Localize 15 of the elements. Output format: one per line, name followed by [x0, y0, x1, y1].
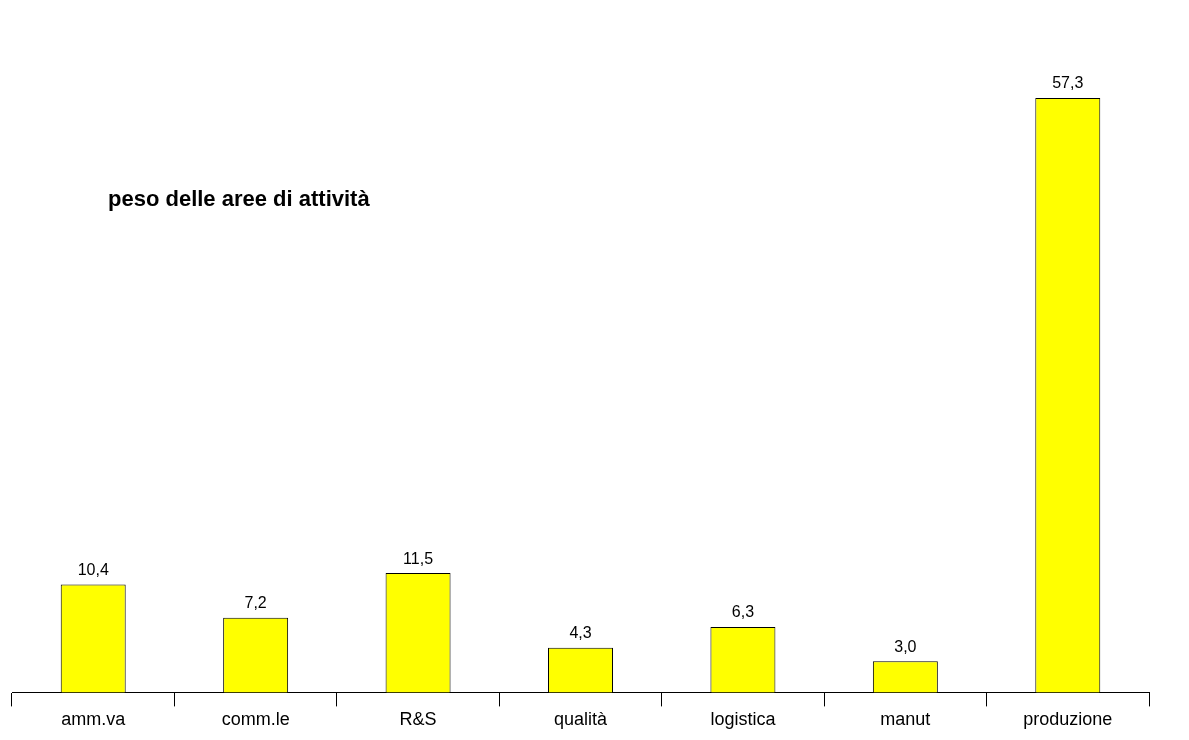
x-tick-label: produzione: [1023, 709, 1113, 730]
data-label: 3,0: [894, 637, 917, 655]
data-label: 6,3: [731, 603, 755, 621]
x-tick-label: comm.le: [221, 709, 290, 730]
data-label: 7,2: [244, 594, 267, 612]
x-tick-label: amm.va: [61, 709, 127, 730]
data-label: 10,4: [77, 560, 109, 578]
data-label: 57,3: [1052, 74, 1084, 92]
data-label: 11,5: [403, 549, 434, 567]
x-tick-label: qualità: [553, 709, 609, 730]
data-label: 4,3: [569, 624, 592, 642]
x-tick-label: logistica: [710, 709, 777, 730]
x-tick-label: manut: [880, 709, 931, 730]
x-tick-label: R&S: [399, 709, 437, 730]
text: peso delle aree di attività: [108, 186, 370, 212]
